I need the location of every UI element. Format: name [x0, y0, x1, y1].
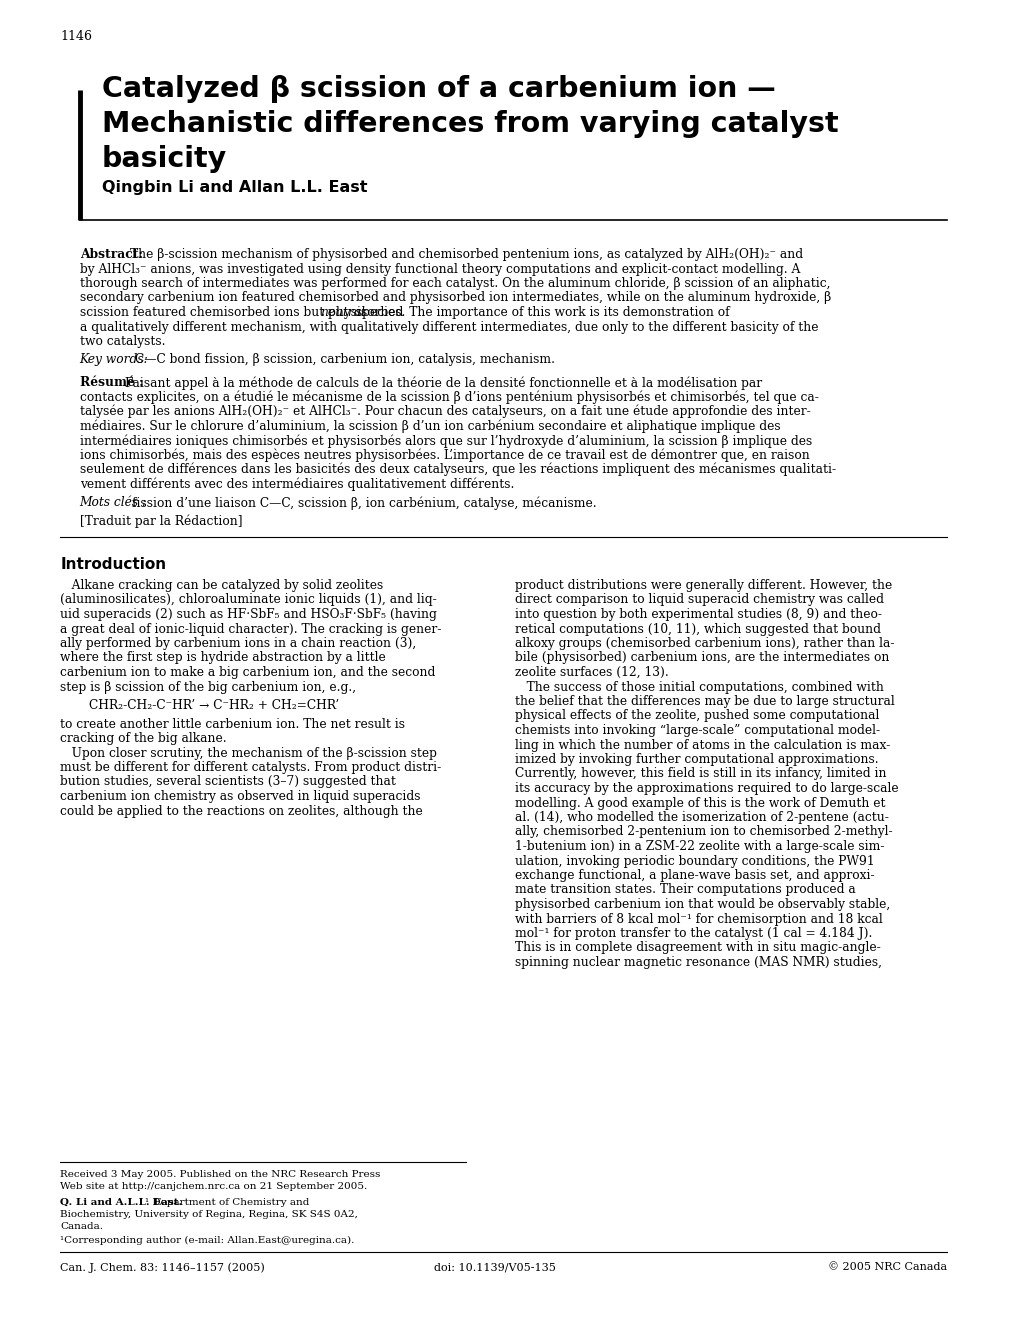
Text: Abstract:: Abstract:	[79, 248, 143, 261]
Text: product distributions were generally different. However, the: product distributions were generally dif…	[515, 579, 892, 591]
Text: could be applied to the reactions on zeolites, although the: could be applied to the reactions on zeo…	[60, 804, 423, 817]
Text: CHR₂-CH₂-C⁻HR’ → C⁻HR₂ + CH₂=CHR’: CHR₂-CH₂-C⁻HR’ → C⁻HR₂ + CH₂=CHR’	[90, 700, 339, 711]
Text: Catalyzed β scission of a carbenium ion —: Catalyzed β scission of a carbenium ion …	[102, 75, 775, 103]
Text: ¹Corresponding author (e-mail: Allan.East@uregina.ca).: ¹Corresponding author (e-mail: Allan.Eas…	[60, 1236, 355, 1245]
Text: must be different for different catalysts. From product distri-: must be different for different catalyst…	[60, 762, 441, 774]
Text: The success of those initial computations, combined with: The success of those initial computation…	[515, 681, 882, 693]
Text: Qingbin Li and Allan L.L. East: Qingbin Li and Allan L.L. East	[102, 180, 367, 195]
Text: two catalysts.: two catalysts.	[79, 335, 165, 348]
Text: © 2005 NRC Canada: © 2005 NRC Canada	[827, 1262, 947, 1272]
Text: Biochemistry, University of Regina, Regina, SK S4S 0A2,: Biochemistry, University of Regina, Regi…	[60, 1210, 358, 1218]
Text: Q. Li and A.L.L. East.: Q. Li and A.L.L. East.	[60, 1199, 182, 1206]
Text: C—C bond fission, β scission, carbenium ion, catalysis, mechanism.: C—C bond fission, β scission, carbenium …	[135, 354, 554, 367]
Text: This is in complete disagreement with in situ magic-angle-: This is in complete disagreement with in…	[515, 941, 879, 954]
Text: where the first step is hydride abstraction by a little: where the first step is hydride abstract…	[60, 652, 385, 664]
Text: contacts explicites, on a étudié le mécanisme de la scission β d’ions penténium : contacts explicites, on a étudié le méca…	[79, 391, 817, 404]
Text: Mots clés :: Mots clés :	[79, 496, 147, 510]
Text: Can. J. Chem. 83: 1146–1157 (2005): Can. J. Chem. 83: 1146–1157 (2005)	[60, 1262, 265, 1272]
Text: thorough search of intermediates was performed for each catalyst. On the aluminu: thorough search of intermediates was per…	[79, 277, 829, 290]
Text: a great deal of ionic-liquid character). The cracking is gener-: a great deal of ionic-liquid character).…	[60, 623, 441, 635]
Text: alkoxy groups (chemisorbed carbenium ions), rather than la-: alkoxy groups (chemisorbed carbenium ion…	[515, 638, 894, 649]
Text: intermédiaires ioniques chimisorbés et physisorbés alors que sur l’hydroxyde d’a: intermédiaires ioniques chimisorbés et p…	[79, 434, 811, 447]
Text: Faisant appel à la méthode de calculs de la théorie de la densité fonctionnelle : Faisant appel à la méthode de calculs de…	[125, 376, 761, 389]
Text: basicity: basicity	[102, 145, 227, 173]
Text: Upon closer scrutiny, the mechanism of the β-scission step: Upon closer scrutiny, the mechanism of t…	[60, 747, 437, 759]
Text: mol⁻¹ for proton transfer to the catalyst (1 cal = 4.184 J).: mol⁻¹ for proton transfer to the catalys…	[515, 927, 871, 940]
Text: Résumé :: Résumé :	[79, 376, 143, 389]
Text: doi: 10.1139/V05-135: doi: 10.1139/V05-135	[434, 1262, 555, 1272]
Text: chemists into invoking “large-scale” computational model-: chemists into invoking “large-scale” com…	[515, 723, 879, 737]
Text: Currently, however, this field is still in its infancy, limited in: Currently, however, this field is still …	[515, 767, 886, 780]
Text: bution studies, several scientists (3–7) suggested that: bution studies, several scientists (3–7)…	[60, 776, 395, 788]
Text: mate transition states. Their computations produced a: mate transition states. Their computatio…	[515, 883, 855, 896]
Text: al. (14), who modelled the isomerization of 2-pentene (actu-: al. (14), who modelled the isomerization…	[515, 810, 888, 824]
Text: Key words:: Key words:	[79, 354, 148, 367]
Text: a qualitatively different mechanism, with qualitatively different intermediates,: a qualitatively different mechanism, wit…	[79, 321, 817, 334]
Text: zeolite surfaces (12, 13).: zeolite surfaces (12, 13).	[515, 667, 667, 678]
Text: step is β scission of the big carbenium ion, e.g.,: step is β scission of the big carbenium …	[60, 681, 356, 693]
Text: physisorbed carbenium ion that would be observably stable,: physisorbed carbenium ion that would be …	[515, 898, 890, 911]
Text: seulement de différences dans les basicités des deux catalyseurs, que les réacti: seulement de différences dans les basici…	[79, 463, 835, 477]
Text: ally, chemisorbed 2-pentenium ion to chemisorbed 2-methyl-: ally, chemisorbed 2-pentenium ion to che…	[515, 825, 892, 838]
Text: The β-scission mechanism of physisorbed and chemisorbed pentenium ions, as catal: The β-scission mechanism of physisorbed …	[130, 248, 803, 261]
Text: Canada.: Canada.	[60, 1222, 103, 1232]
Text: into question by both experimental studies (8, 9) and theo-: into question by both experimental studi…	[515, 609, 881, 620]
Text: cracking of the big alkane.: cracking of the big alkane.	[60, 733, 226, 744]
Text: imized by invoking further computational approximations.: imized by invoking further computational…	[515, 752, 877, 766]
Text: vement différents avec des intermédiaires qualitativement différents.: vement différents avec des intermédiaire…	[79, 478, 514, 491]
Text: ally performed by carbenium ions in a chain reaction (3),: ally performed by carbenium ions in a ch…	[60, 638, 416, 649]
Text: ling in which the number of atoms in the calculation is max-: ling in which the number of atoms in the…	[515, 738, 890, 751]
Text: ¹ Department of Chemistry and: ¹ Department of Chemistry and	[145, 1199, 309, 1206]
Text: physical effects of the zeolite, pushed some computational: physical effects of the zeolite, pushed …	[515, 710, 878, 722]
Text: neutral: neutral	[320, 306, 365, 319]
Text: exchange functional, a plane-wave basis set, and approxi-: exchange functional, a plane-wave basis …	[515, 869, 873, 882]
Text: 1-butenium ion) in a ZSM-22 zeolite with a large-scale sim-: 1-butenium ion) in a ZSM-22 zeolite with…	[515, 840, 883, 853]
Text: bile (physisorbed) carbenium ions, are the intermediates on: bile (physisorbed) carbenium ions, are t…	[515, 652, 889, 664]
Text: carbenium ion chemistry as observed in liquid superacids: carbenium ion chemistry as observed in l…	[60, 789, 420, 803]
Text: Web site at http://canjchem.nrc.ca on 21 September 2005.: Web site at http://canjchem.nrc.ca on 21…	[60, 1181, 367, 1191]
Text: [Traduit par la Rédaction]: [Traduit par la Rédaction]	[79, 515, 242, 528]
Text: carbenium ion to make a big carbenium ion, and the second: carbenium ion to make a big carbenium io…	[60, 667, 435, 678]
Text: to create another little carbenium ion. The net result is: to create another little carbenium ion. …	[60, 718, 405, 730]
Text: Received 3 May 2005. Published on the NRC Research Press: Received 3 May 2005. Published on the NR…	[60, 1170, 380, 1179]
Text: species. The importance of this work is its demonstration of: species. The importance of this work is …	[352, 306, 729, 319]
Text: its accuracy by the approximations required to do large-scale: its accuracy by the approximations requi…	[515, 781, 898, 795]
Text: Alkane cracking can be catalyzed by solid zeolites: Alkane cracking can be catalyzed by soli…	[60, 579, 383, 591]
Text: by AlHCl₃⁻ anions, was investigated using density functional theory computations: by AlHCl₃⁻ anions, was investigated usin…	[79, 263, 799, 276]
Text: modelling. A good example of this is the work of Demuth et: modelling. A good example of this is the…	[515, 796, 884, 809]
Text: uid superacids (2) such as HF·SbF₅ and HSO₃F·SbF₅ (having: uid superacids (2) such as HF·SbF₅ and H…	[60, 609, 437, 620]
Text: ulation, invoking periodic boundary conditions, the PW91: ulation, invoking periodic boundary cond…	[515, 854, 873, 867]
Text: scission featured chemisorbed ions but physisorbed: scission featured chemisorbed ions but p…	[79, 306, 407, 319]
Text: secondary carbenium ion featured chemisorbed and physisorbed ion intermediates, : secondary carbenium ion featured chemiso…	[79, 292, 830, 305]
Text: Introduction: Introduction	[60, 557, 166, 572]
Text: ions chimisorbés, mais des espèces neutres physisorbées. L’importance de ce trav: ions chimisorbés, mais des espèces neutr…	[79, 449, 809, 462]
Text: retical computations (10, 11), which suggested that bound: retical computations (10, 11), which sug…	[515, 623, 880, 635]
Text: 1146: 1146	[60, 30, 92, 44]
Text: with barriers of 8 kcal mol⁻¹ for chemisorption and 18 kcal: with barriers of 8 kcal mol⁻¹ for chemis…	[515, 912, 881, 925]
Text: direct comparison to liquid superacid chemistry was called: direct comparison to liquid superacid ch…	[515, 594, 883, 606]
Text: fission d’une liaison C—C, scission β, ion carbénium, catalyse, mécanisme.: fission d’une liaison C—C, scission β, i…	[132, 496, 596, 510]
Text: médiaires. Sur le chlorure d’aluminium, la scission β d’un ion carbénium seconda: médiaires. Sur le chlorure d’aluminium, …	[79, 420, 780, 433]
Text: (aluminosilicates), chloroaluminate ionic liquids (1), and liq-: (aluminosilicates), chloroaluminate ioni…	[60, 594, 436, 606]
Text: the belief that the differences may be due to large structural: the belief that the differences may be d…	[515, 696, 894, 708]
Text: Mechanistic differences from varying catalyst: Mechanistic differences from varying cat…	[102, 110, 838, 139]
Text: spinning nuclear magnetic resonance (MAS NMR) studies,: spinning nuclear magnetic resonance (MAS…	[515, 956, 881, 969]
Text: talysée par les anions AlH₂(OH)₂⁻ et AlHCl₃⁻. Pour chacun des catalyseurs, on a : talysée par les anions AlH₂(OH)₂⁻ et AlH…	[79, 405, 810, 418]
